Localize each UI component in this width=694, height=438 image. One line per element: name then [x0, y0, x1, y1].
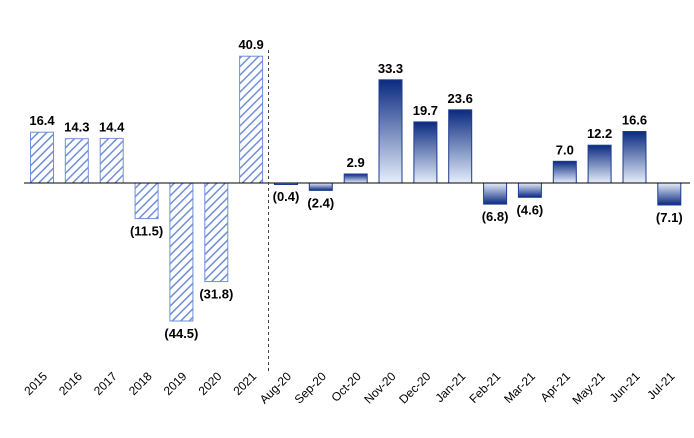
- x-tick-label-apr-21: Apr-21: [538, 369, 574, 405]
- value-label-apr-21: 7.0: [556, 142, 574, 157]
- x-tick-label-2019: 2019: [161, 369, 190, 398]
- x-tick-labels-layer: 2015 2016 2017 2018 2019 2020 2021Aug-20Sep-20…: [21, 369, 677, 407]
- value-label-2020: (31.8): [199, 287, 233, 302]
- x-tick-label-sep-20: Sep-20: [292, 369, 329, 406]
- x-tick-label-jan-21: Jan-21: [432, 369, 468, 405]
- bar-jun-21: [622, 131, 647, 184]
- x-tick-label-dec-20: Dec-20: [396, 369, 433, 406]
- bar-oct-20: [343, 173, 368, 184]
- x-tick-label-aug-20: Aug-20: [257, 369, 294, 406]
- x-tick-label-mar-21: Mar-21: [501, 369, 538, 406]
- bar-2015: [30, 131, 54, 184]
- value-labels-layer: 16.4 14.3 14.4 (11.5) (44.5) (31.8) 40.9 (0.4) (…: [29, 37, 682, 341]
- value-label-mar-21: (4.6): [517, 202, 544, 217]
- x-tick-label-2020: 2020: [196, 369, 225, 398]
- bar-2020: [204, 182, 229, 283]
- value-label-nov-20: 33.3: [378, 61, 403, 76]
- value-label-aug-20: (0.4): [273, 189, 300, 204]
- bar-nov-20: [378, 79, 403, 184]
- bar-2016: [64, 138, 89, 184]
- x-tick-label-jul-21: Jul-21: [644, 369, 677, 402]
- x-tick-label-2015: 2015: [21, 369, 50, 398]
- bars-layer: [30, 55, 682, 322]
- value-label-2021: 40.9: [238, 37, 263, 52]
- bar-dec-20: [413, 121, 438, 184]
- x-tick-label-2016: 2016: [56, 369, 85, 398]
- bar-sep-20: [308, 182, 333, 191]
- value-label-jan-21: 23.6: [448, 91, 473, 106]
- bar-jan-21: [448, 109, 473, 184]
- x-tick-label-feb-21: Feb-21: [466, 369, 503, 406]
- x-tick-label-jun-21: Jun-21: [607, 369, 643, 405]
- bar-2021: [239, 55, 264, 184]
- x-tick-label-may-21: May-21: [570, 369, 608, 407]
- x-tick-label-2021: 2021: [230, 369, 259, 398]
- bar-2019: [169, 182, 194, 322]
- bar-jul-21: [657, 182, 682, 206]
- bar-apr-21: [552, 160, 577, 184]
- bar-may-21: [587, 144, 612, 184]
- bar-feb-21: [483, 182, 508, 205]
- x-tick-label-2018: 2018: [126, 369, 155, 398]
- x-tick-label-nov-20: Nov-20: [361, 369, 398, 406]
- bar-2018: [134, 182, 159, 220]
- value-label-2017: 14.4: [99, 119, 125, 134]
- value-label-2019: (44.5): [164, 326, 198, 341]
- value-label-jul-21: (7.1): [656, 210, 683, 225]
- value-label-dec-20: 19.7: [413, 103, 438, 118]
- value-label-may-21: 12.2: [587, 126, 612, 141]
- value-label-2015: 16.4: [29, 113, 55, 128]
- value-label-feb-21: (6.8): [482, 209, 509, 224]
- value-label-oct-20: 2.9: [347, 155, 365, 170]
- x-tick-label-2017: 2017: [91, 369, 120, 398]
- bar-2017: [99, 137, 124, 184]
- value-label-sep-20: (2.4): [307, 195, 334, 210]
- value-label-2018: (11.5): [130, 224, 163, 239]
- value-label-jun-21: 16.6: [622, 113, 647, 128]
- x-tick-label-oct-20: Oct-20: [328, 369, 364, 405]
- value-label-2016: 14.3: [64, 120, 89, 135]
- bar-mar-21: [517, 182, 542, 198]
